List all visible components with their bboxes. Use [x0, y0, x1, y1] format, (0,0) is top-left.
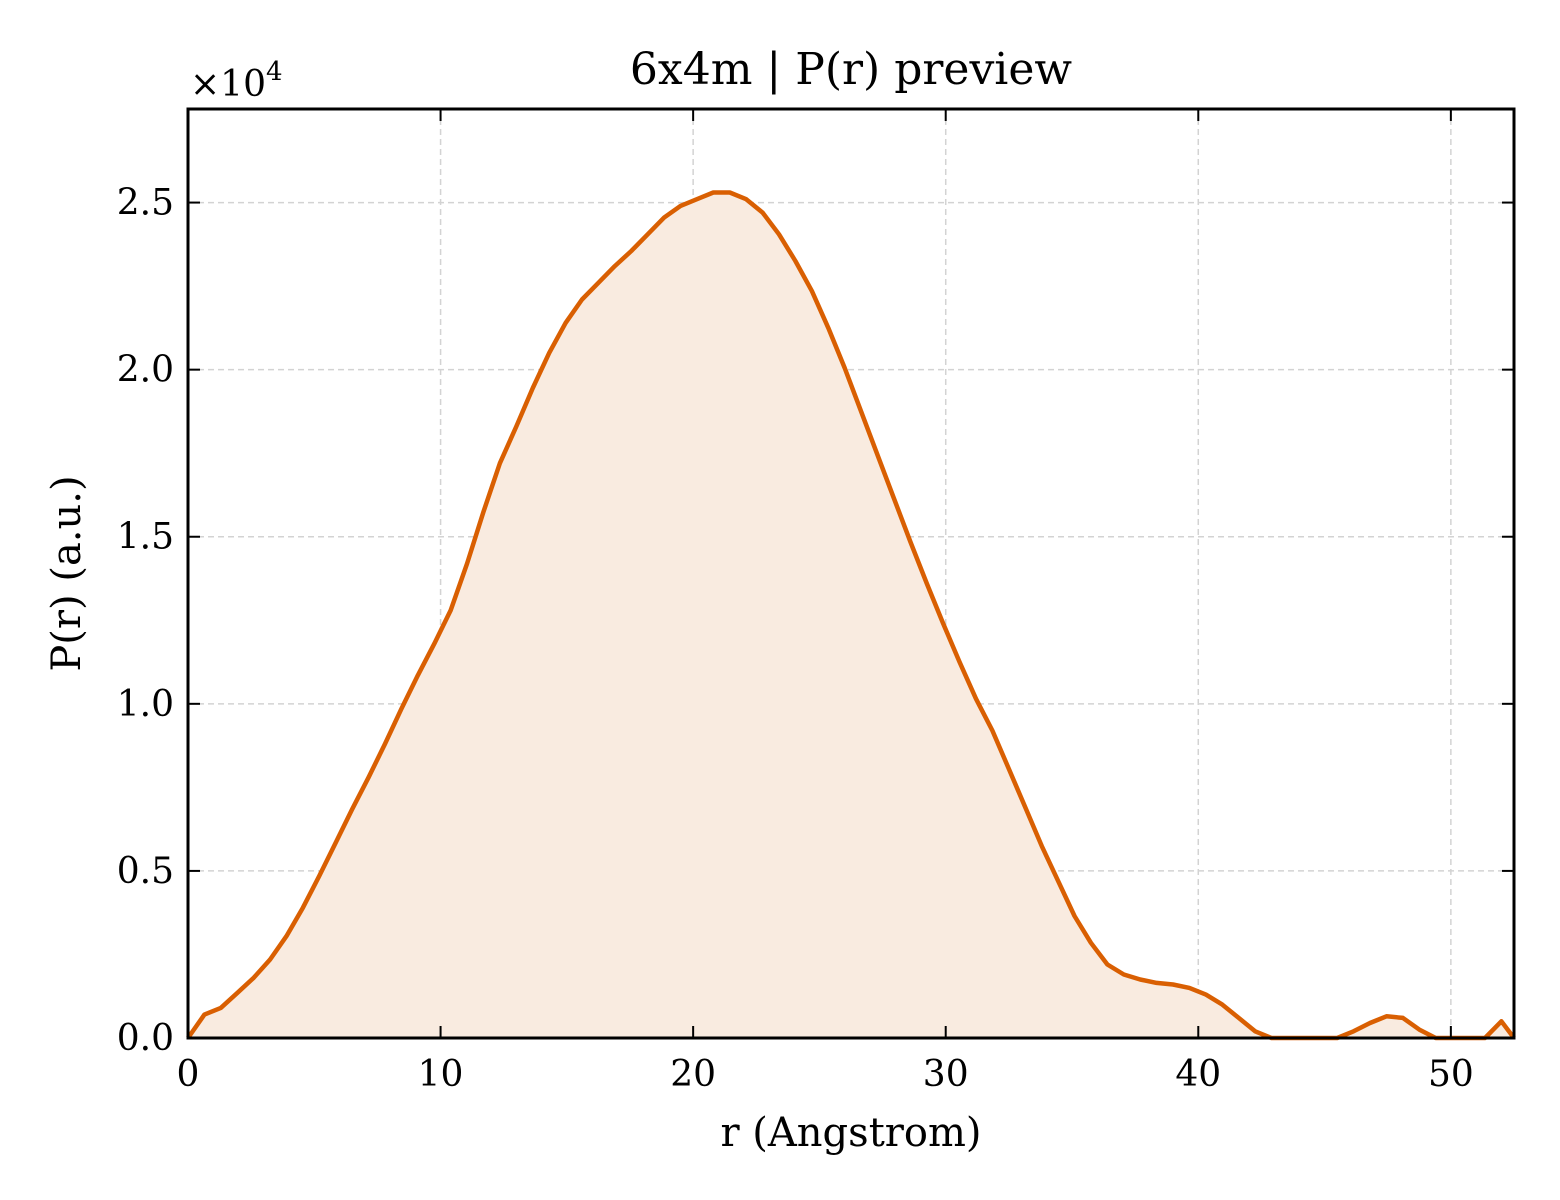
- x-tick-label: 10: [418, 1054, 464, 1095]
- chart-title: 6x4m | P(r) preview: [630, 44, 1072, 95]
- x-tick-label: 30: [923, 1054, 969, 1095]
- pr-area-fill: [188, 192, 1514, 1038]
- x-tick-label: 0: [177, 1054, 200, 1095]
- axis-ticks: 0 10 20 30 40 50 0.0 0.5 1.0 1.5 2.0 2.5: [117, 109, 1514, 1095]
- y-multiplier-exponent: 4: [266, 57, 283, 87]
- plot-frame: [186, 107, 1516, 1040]
- y-tick-label: 2.0: [117, 350, 174, 391]
- y-tick-label: 2.5: [117, 183, 174, 224]
- y-multiplier-base: ×10: [190, 64, 266, 105]
- x-tick-label: 40: [1175, 1054, 1221, 1095]
- y-tick-label: 0.5: [117, 851, 174, 892]
- y-tick-label: 0.0: [117, 1018, 174, 1059]
- y-tick-label: 1.0: [117, 684, 174, 725]
- x-tick-label: 50: [1428, 1054, 1474, 1095]
- y-tick-label: 1.5: [117, 517, 174, 558]
- y-axis-multiplier: ×104: [190, 57, 283, 105]
- x-axis-label: r (Angstrom): [720, 1110, 981, 1156]
- area-fill-layer: [188, 192, 1514, 1038]
- x-tick-label: 20: [670, 1054, 716, 1095]
- y-axis-label: P(r) (a.u.): [44, 475, 90, 671]
